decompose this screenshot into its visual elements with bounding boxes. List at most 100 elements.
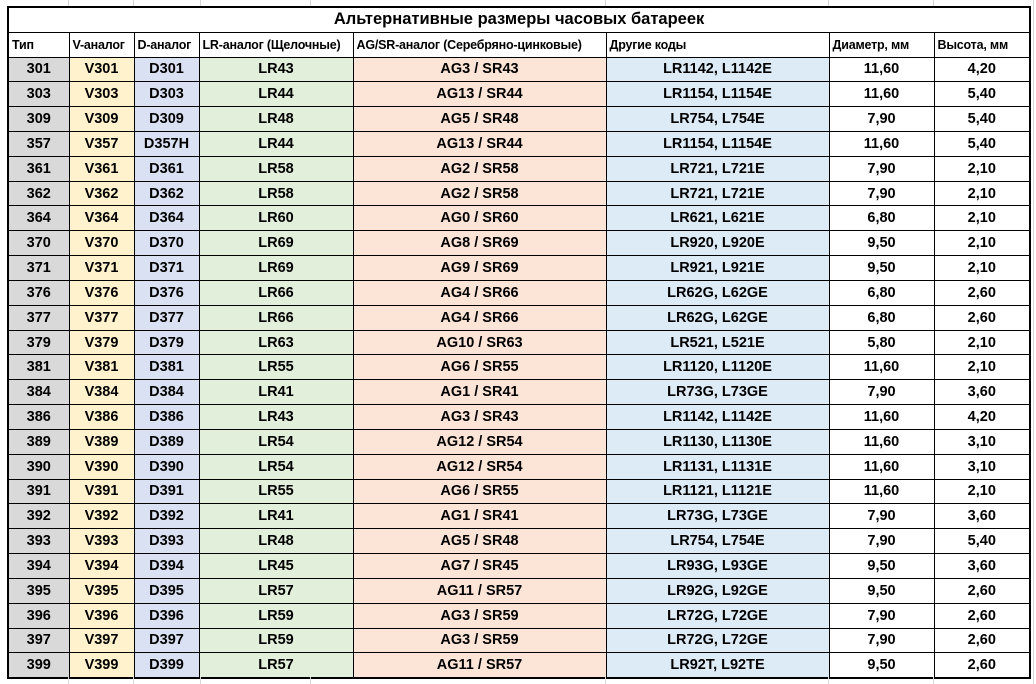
table-cell: D364: [133, 205, 200, 232]
table-cell: 11,60: [828, 428, 935, 455]
table-cell: 391: [7, 478, 70, 505]
table-cell: D391: [133, 478, 200, 505]
table-cell: 5,40: [933, 106, 1031, 132]
table-cell: LR62G, L62GE: [605, 304, 830, 331]
gridline: [1033, 0, 1034, 684]
table-cell: D390: [133, 453, 200, 480]
table-cell: 11,60: [828, 453, 935, 480]
table-cell: D397: [133, 627, 200, 654]
table-cell: 7,90: [828, 602, 935, 629]
table-cell: 7,90: [828, 180, 935, 207]
table-cell: 371: [7, 255, 70, 281]
table-cell: D381: [133, 354, 200, 381]
table-row: 361 V361 D361 LR58 AG2 / SR58 LR721, L721E 7,9…: [7, 155, 1031, 182]
table-cell: V364: [68, 205, 135, 232]
table-cell: LR73G, L73GE: [605, 379, 830, 406]
table-cell: AG6 / SR55: [352, 354, 607, 381]
table-row: 389 V389 D389 LR54 AG12 / SR54 LR1130, L1130E…: [7, 428, 1031, 455]
gridline: [200, 0, 201, 6]
table-cell: LR59: [198, 627, 354, 654]
table-cell: 394: [7, 553, 70, 579]
table-cell: AG8 / SR69: [352, 230, 607, 257]
table-cell: AG3 / SR43: [352, 404, 607, 430]
table-cell: D396: [133, 602, 200, 629]
table-cell: D386: [133, 404, 200, 430]
column-header-agsr-analog: AG/SR-аналог (Серебряно-цинковые): [352, 31, 607, 58]
table-cell: V384: [68, 379, 135, 406]
table-cell: 7,90: [828, 627, 935, 654]
table-cell: AG4 / SR66: [352, 304, 607, 331]
table-cell: 301: [7, 56, 70, 83]
table-cell: LR1154, L1154E: [605, 81, 830, 108]
table-cell: V396: [68, 602, 135, 629]
table-cell: D361: [133, 155, 200, 182]
table-cell: D384: [133, 379, 200, 406]
table-row: 386 V386 D386 LR43 AG3 / SR43 LR1142, L1142E 1…: [7, 404, 1031, 430]
table-cell: AG2 / SR58: [352, 155, 607, 182]
table-cell: LR754, L754E: [605, 106, 830, 132]
table-cell: 392: [7, 503, 70, 530]
table-row: 370 V370 D370 LR69 AG8 / SR69 LR920, L920E 9,5…: [7, 230, 1031, 257]
table-cell: D389: [133, 428, 200, 455]
table-row: 376 V376 D376 LR66 AG4 / SR66 LR62G, L62GE 6,8…: [7, 279, 1031, 306]
table-cell: AG7 / SR45: [352, 553, 607, 579]
table-cell: AG1 / SR41: [352, 379, 607, 406]
table-cell: V395: [68, 577, 135, 604]
table-cell: AG9 / SR69: [352, 255, 607, 281]
table-cell: D379: [133, 329, 200, 356]
table-row: 379 V379 D379 LR63 AG10 / SR63 LR521, L521E 5,…: [7, 329, 1031, 356]
table-cell: LR73G, L73GE: [605, 503, 830, 530]
table-cell: LR54: [198, 428, 354, 455]
table-cell: AG11 / SR57: [352, 577, 607, 604]
table-cell: 395: [7, 577, 70, 604]
table-cell: V370: [68, 230, 135, 257]
table-cell: 2,60: [933, 652, 1031, 679]
table-cell: 7,90: [828, 106, 935, 132]
table-cell: V390: [68, 453, 135, 480]
table-cell: D371: [133, 255, 200, 281]
table-cell: LR59: [198, 602, 354, 629]
table-cell: LR1121, L1121E: [605, 478, 830, 505]
table-cell: V303: [68, 81, 135, 108]
table-cell: V376: [68, 279, 135, 306]
column-header-type: Тип: [7, 31, 70, 58]
table-cell: LR92G, L92GE: [605, 577, 830, 604]
table-row: 392 V392 D392 LR41 AG1 / SR41 LR73G, L73GE 7,9…: [7, 503, 1031, 530]
table-cell: V393: [68, 528, 135, 555]
table-cell: LR43: [198, 56, 354, 83]
battery-size-table: Альтернативные размеры часовых батареек …: [7, 6, 1032, 679]
column-header-other-codes: Другие коды: [605, 31, 830, 58]
table-cell: D303: [133, 81, 200, 108]
table-cell: LR60: [198, 205, 354, 232]
table-cell: AG12 / SR54: [352, 428, 607, 455]
table-cell: V386: [68, 404, 135, 430]
table-row: 394 V394 D394 LR45 AG7 / SR45 LR93G, L93GE 9,5…: [7, 553, 1031, 579]
table-cell: V389: [68, 428, 135, 455]
table-cell: LR43: [198, 404, 354, 430]
table-cell: 11,60: [828, 56, 935, 83]
table-cell: D301: [133, 56, 200, 83]
table-cell: LR921, L921E: [605, 255, 830, 281]
table-cell: LR621, L621E: [605, 205, 830, 232]
table-cell: D394: [133, 553, 200, 579]
table-cell: 357: [7, 130, 70, 157]
table-cell: V357: [68, 130, 135, 157]
table-cell: 361: [7, 155, 70, 182]
table-cell: V381: [68, 354, 135, 381]
table-cell: 309: [7, 106, 70, 132]
table-cell: AG13 / SR44: [352, 130, 607, 157]
table-row: 390 V390 D390 LR54 AG12 / SR54 LR1131, L1131E…: [7, 453, 1031, 480]
table-cell: 399: [7, 652, 70, 679]
column-header-diameter: Диаметр, мм: [828, 31, 935, 58]
table-cell: 7,90: [828, 503, 935, 530]
table-cell: 3,10: [933, 453, 1031, 480]
gridline: [828, 677, 829, 684]
table-cell: AG3 / SR59: [352, 627, 607, 654]
table-cell: 2,60: [933, 577, 1031, 604]
table-cell: 303: [7, 81, 70, 108]
table-cell: 7,90: [828, 155, 935, 182]
table-cell: 6,80: [828, 205, 935, 232]
table-row: 357 V357 D357H LR44 AG13 / SR44 LR1154, L1154…: [7, 130, 1031, 157]
table-cell: 384: [7, 379, 70, 406]
table-body: Альтернативные размеры часовых батареек …: [7, 6, 1031, 679]
